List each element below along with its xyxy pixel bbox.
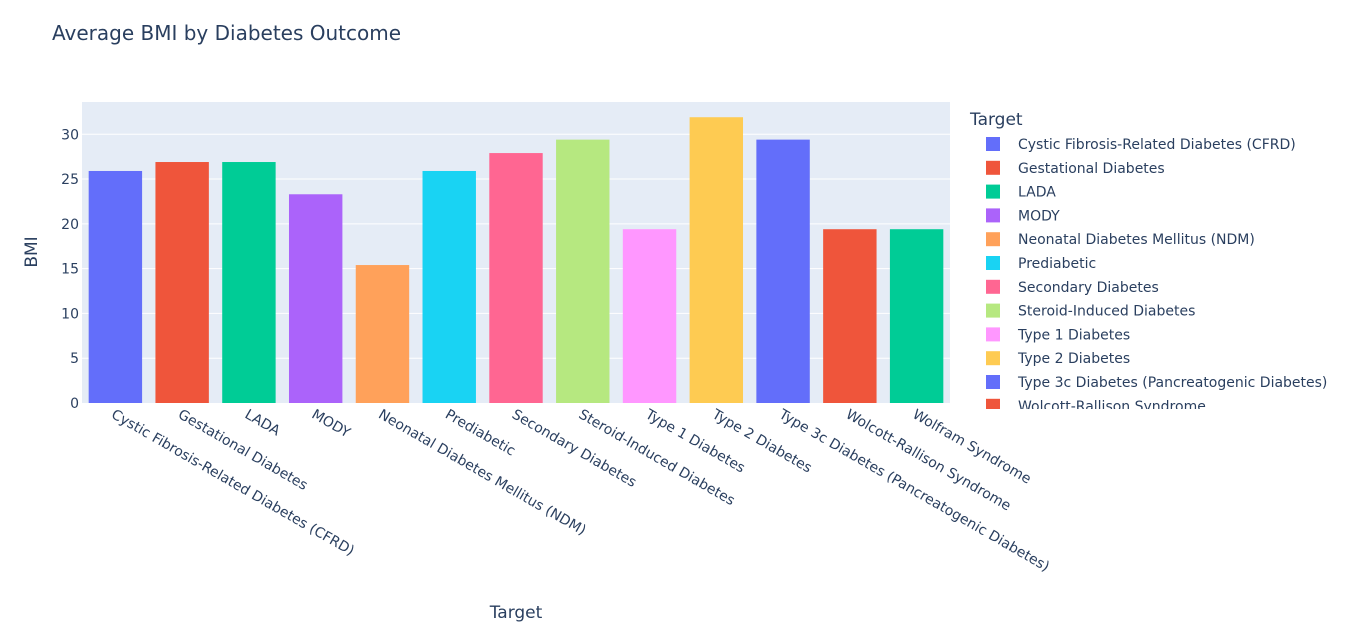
legend-item-label[interactable]: Steroid-Induced Diabetes <box>1018 304 1195 320</box>
x-tick-label: Secondary Diabetes <box>509 407 639 491</box>
bar[interactable] <box>622 229 677 403</box>
x-axis-title: Target <box>489 603 543 623</box>
legend-item-label[interactable]: LADA <box>1018 185 1056 201</box>
bars <box>88 117 944 404</box>
bar[interactable] <box>222 162 276 403</box>
legend-item-label[interactable]: Wolfram Syndrome <box>1018 423 1152 439</box>
bar[interactable] <box>889 229 944 403</box>
x-tick-labels: Cystic Fibrosis-Related Diabetes (CFRD)G… <box>108 406 1052 575</box>
y-tick-label: 10 <box>61 306 79 322</box>
y-tick-label: 20 <box>61 217 79 233</box>
bar[interactable] <box>823 229 877 403</box>
y-tick-label: 5 <box>70 351 79 367</box>
legend-item-label[interactable]: Type 2 Diabetes <box>1017 351 1130 367</box>
legend-swatch[interactable] <box>986 184 1000 199</box>
bar[interactable] <box>689 117 744 404</box>
bar[interactable] <box>556 139 610 403</box>
bar[interactable] <box>756 139 810 403</box>
legend-title: Target <box>969 110 1023 130</box>
legend-item-label[interactable]: MODY <box>1018 208 1060 224</box>
bar[interactable] <box>355 265 410 403</box>
legend-item-label[interactable]: Wolcott-Rallison Syndrome <box>1018 399 1206 415</box>
legend-item-label[interactable]: Cystic Fibrosis-Related Diabetes (CFRD) <box>1018 137 1296 153</box>
bar[interactable] <box>489 153 543 403</box>
legend-item-label[interactable]: Type 1 Diabetes <box>1017 327 1130 343</box>
legend-item-label[interactable]: Gestational Diabetes <box>1018 161 1165 177</box>
bar[interactable] <box>288 194 343 403</box>
legend-swatch[interactable] <box>986 351 1000 366</box>
legend-swatch[interactable] <box>986 375 1000 389</box>
legend-item-label[interactable]: Prediabetic <box>1018 256 1096 272</box>
y-tick-label: 25 <box>61 172 79 188</box>
y-tick-labels: 0 5 10 15 20 25 30 <box>61 127 79 412</box>
y-tick-label: 30 <box>61 127 79 143</box>
legend[interactable]: Cystic Fibrosis-Related Diabetes (CFRD) G… <box>986 137 1327 439</box>
x-tick-label: MODY <box>309 407 353 442</box>
x-tick-label: Type 3c Diabetes (Pancreatogenic Diabete… <box>775 406 1052 575</box>
legend-swatch[interactable] <box>986 279 1000 294</box>
legend-swatch[interactable] <box>986 327 1000 342</box>
x-tick-label: Cystic Fibrosis-Related Diabetes (CFRD) <box>108 407 357 560</box>
legend-item-label[interactable]: Neonatal Diabetes Mellitus (NDM) <box>1018 232 1255 248</box>
y-tick-label: 15 <box>61 262 79 278</box>
y-tick-label: 0 <box>70 396 79 412</box>
legend-swatch[interactable] <box>986 137 1000 151</box>
legend-item-label[interactable]: Secondary Diabetes <box>1018 280 1159 296</box>
legend-swatch[interactable] <box>986 398 1000 413</box>
legend-swatch[interactable] <box>986 256 1000 270</box>
legend-swatch[interactable] <box>986 303 1000 318</box>
x-tick-label: LADA <box>242 407 283 440</box>
legend-swatch[interactable] <box>986 208 1000 223</box>
bar[interactable] <box>155 162 209 403</box>
legend-swatch[interactable] <box>986 232 1000 247</box>
bar[interactable] <box>88 170 143 403</box>
legend-swatch[interactable] <box>986 423 1000 437</box>
legend-swatch[interactable] <box>986 160 1000 175</box>
chart-title: Average BMI by Diabetes Outcome <box>52 21 401 45</box>
legend-item-label[interactable]: Type 3c Diabetes (Pancreatogenic Diabete… <box>1017 375 1327 391</box>
y-axis-title: BMI <box>22 236 42 267</box>
bar[interactable] <box>422 170 476 403</box>
